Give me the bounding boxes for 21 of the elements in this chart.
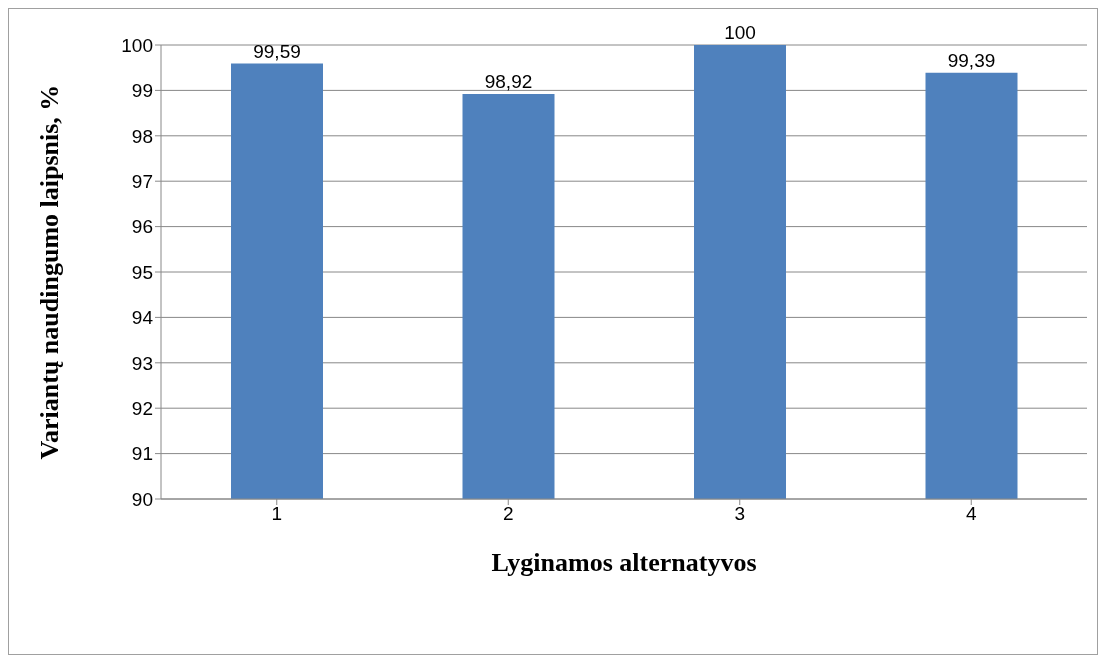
y-tick-label: 100 [121,34,153,56]
x-tick-label: 1 [271,503,283,525]
y-tick-label: 93 [131,352,153,374]
y-tick-label: 91 [131,443,153,465]
y-tick-label: 96 [131,216,153,238]
y-tick-label: 97 [131,170,153,192]
data-label: 100 [724,22,756,43]
y-axis-title: Variantų naudingumo laipsnis, % [35,84,65,460]
y-tick-label: 98 [131,125,153,147]
y-tick-label: 92 [131,397,153,419]
data-label: 98,92 [484,71,533,93]
x-axis-title: Lyginamos alternatyvos [491,548,757,577]
y-tick-label: 94 [131,307,154,329]
x-tick-label: 3 [734,503,746,525]
y-tick-label: 99 [131,80,153,102]
y-tick-label: 90 [131,488,153,510]
data-label: 99,39 [947,49,996,71]
x-tick-label: 4 [965,503,977,525]
x-tick-label: 2 [502,503,514,525]
data-label: 99,59 [253,40,301,62]
y-tick-label: 95 [131,261,153,283]
